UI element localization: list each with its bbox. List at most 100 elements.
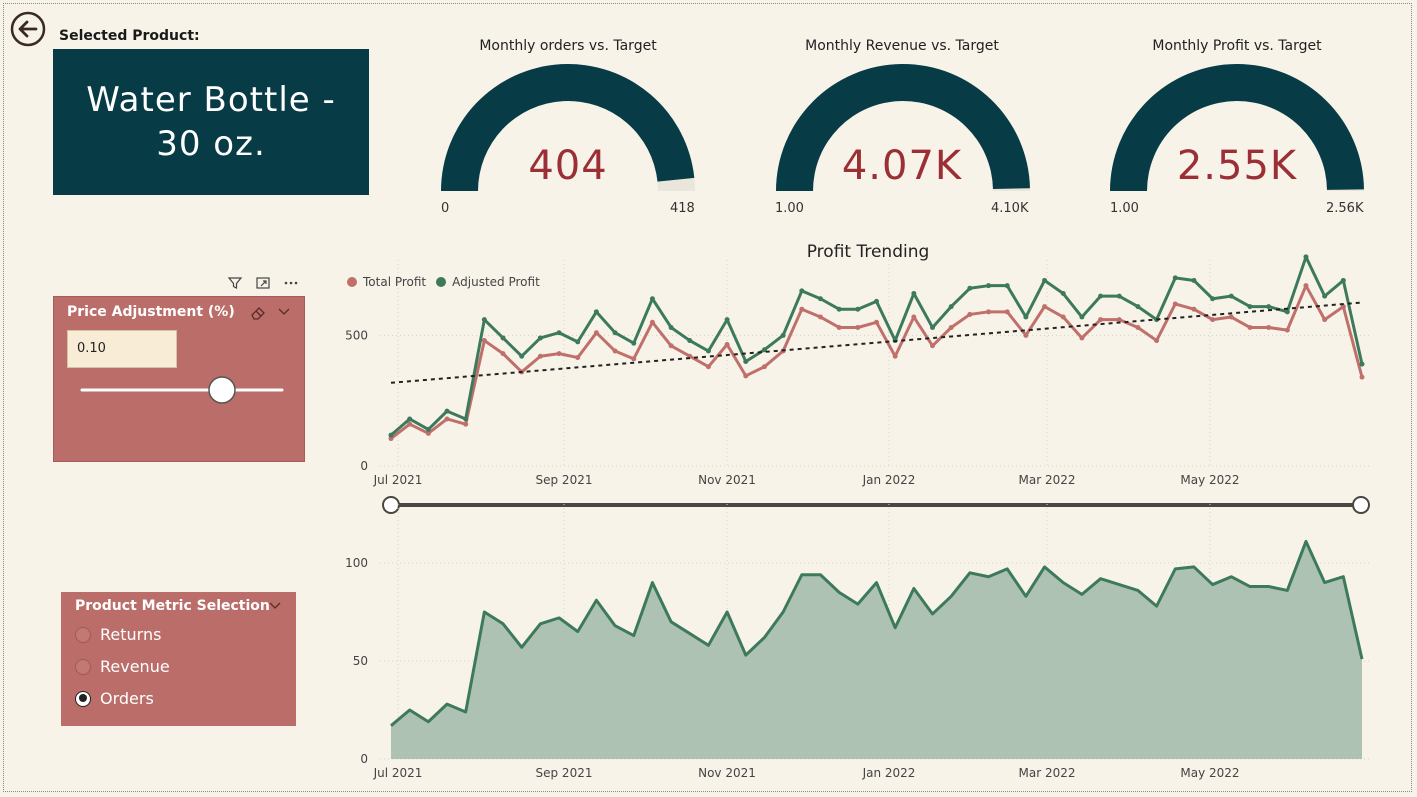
more-options-button[interactable] bbox=[280, 272, 302, 294]
metric-option-revenue[interactable]: Revenue bbox=[75, 657, 170, 676]
data-point bbox=[930, 324, 936, 330]
data-point bbox=[743, 358, 749, 364]
metric-option-orders[interactable]: Orders bbox=[75, 689, 154, 708]
x-tick-label: Jul 2021 bbox=[373, 766, 423, 780]
filter-icon bbox=[227, 277, 243, 289]
data-point bbox=[612, 348, 618, 354]
data-point bbox=[1303, 254, 1309, 260]
x-tick-label: Sep 2021 bbox=[536, 473, 593, 487]
data-point bbox=[649, 296, 655, 302]
data-point bbox=[874, 298, 879, 304]
data-point bbox=[967, 311, 973, 317]
eraser-icon[interactable] bbox=[249, 304, 267, 322]
data-point bbox=[911, 314, 917, 320]
data-point bbox=[668, 324, 674, 330]
data-point bbox=[463, 421, 469, 427]
data-point bbox=[911, 291, 917, 297]
gauge-min: 1.00 bbox=[1110, 201, 1139, 216]
x-tick-label: May 2022 bbox=[1180, 766, 1239, 780]
data-point bbox=[1322, 293, 1328, 299]
data-point bbox=[1228, 314, 1234, 320]
chart-legend: Total Profit Adjusted Profit bbox=[347, 275, 540, 289]
data-point bbox=[1023, 314, 1029, 320]
data-point bbox=[668, 343, 674, 349]
back-arrow-icon bbox=[10, 11, 46, 47]
gauge-value: 4.07K bbox=[841, 143, 963, 189]
gauge-profit[interactable]: Monthly Profit vs. Target bbox=[1087, 38, 1387, 54]
series-line bbox=[390, 255, 1364, 437]
radio-button[interactable] bbox=[75, 626, 91, 643]
data-point bbox=[1079, 314, 1085, 320]
option-label: Revenue bbox=[100, 657, 170, 676]
x-tick-label: Jan 2022 bbox=[862, 473, 916, 487]
data-point bbox=[687, 338, 693, 344]
data-point bbox=[1172, 275, 1178, 281]
data-point bbox=[425, 430, 431, 436]
back-button[interactable] bbox=[10, 11, 46, 47]
data-point bbox=[444, 416, 450, 422]
data-point bbox=[1098, 317, 1104, 323]
product-name-line1: Water Bottle - bbox=[86, 80, 336, 120]
data-point bbox=[425, 426, 431, 432]
data-point bbox=[1322, 317, 1328, 323]
legend-label: Total Profit bbox=[363, 275, 427, 289]
gauge-min: 1.00 bbox=[775, 201, 804, 216]
data-point bbox=[500, 335, 506, 341]
data-point bbox=[1191, 306, 1197, 312]
data-point bbox=[519, 353, 525, 359]
data-point bbox=[481, 317, 487, 323]
radio-button[interactable] bbox=[75, 658, 91, 675]
gauge-max: 418 bbox=[670, 201, 695, 216]
data-point bbox=[1060, 314, 1066, 320]
x-tick-label: Jul 2021 bbox=[373, 473, 423, 487]
data-point bbox=[1135, 304, 1141, 310]
data-point bbox=[1266, 304, 1272, 310]
slider-handle bbox=[208, 376, 236, 404]
price-adjustment-input[interactable]: 0.10 bbox=[67, 330, 177, 368]
data-point bbox=[575, 339, 581, 345]
data-point bbox=[892, 353, 898, 359]
data-point bbox=[1079, 335, 1085, 341]
data-point bbox=[724, 341, 730, 347]
gauge-revenue[interactable]: Monthly Revenue vs. Target bbox=[752, 38, 1052, 54]
option-label: Orders bbox=[100, 689, 154, 708]
data-point bbox=[986, 283, 992, 289]
data-point bbox=[817, 296, 823, 302]
filter-button[interactable] bbox=[224, 272, 246, 294]
data-point bbox=[799, 306, 805, 312]
metric-option-returns[interactable]: Returns bbox=[75, 625, 161, 644]
data-point bbox=[705, 348, 711, 354]
chevron-down-icon[interactable] bbox=[277, 306, 291, 318]
slicer-title: Price Adjustment (%) bbox=[67, 304, 235, 320]
data-point bbox=[1098, 293, 1104, 299]
data-point bbox=[967, 285, 973, 291]
trend-line bbox=[390, 301, 1363, 384]
data-point bbox=[1042, 304, 1048, 310]
x-tick-label: Jan 2022 bbox=[862, 766, 916, 780]
focus-mode-button[interactable] bbox=[252, 272, 274, 294]
data-point bbox=[1359, 361, 1365, 367]
data-point bbox=[1023, 332, 1029, 338]
selected-product-card: Water Bottle - 30 oz. bbox=[53, 49, 369, 195]
radio-button-selected[interactable] bbox=[75, 690, 91, 707]
data-point bbox=[948, 304, 954, 310]
data-point bbox=[1004, 283, 1010, 289]
y-tick-label: 0 bbox=[360, 752, 368, 766]
data-point bbox=[1042, 277, 1048, 283]
data-point bbox=[817, 314, 823, 320]
data-point bbox=[1060, 291, 1066, 297]
chart-title: Profit Trending bbox=[806, 242, 930, 262]
data-point bbox=[500, 351, 506, 357]
gauge-orders[interactable]: Monthly orders vs. Target bbox=[418, 38, 718, 54]
product-metric-slicer: Product Metric Selection Returns Revenue… bbox=[61, 592, 296, 726]
slicer-title: Product Metric Selection bbox=[75, 598, 270, 614]
data-point bbox=[855, 306, 861, 312]
price-slider[interactable] bbox=[54, 297, 306, 463]
area-line bbox=[390, 539, 1364, 727]
series-line bbox=[390, 284, 1364, 440]
data-point bbox=[593, 330, 599, 336]
price-adjustment-slicer[interactable]: Price Adjustment (%) 0.10 bbox=[53, 296, 305, 462]
chevron-down-icon[interactable] bbox=[268, 600, 282, 612]
data-point bbox=[481, 338, 487, 344]
